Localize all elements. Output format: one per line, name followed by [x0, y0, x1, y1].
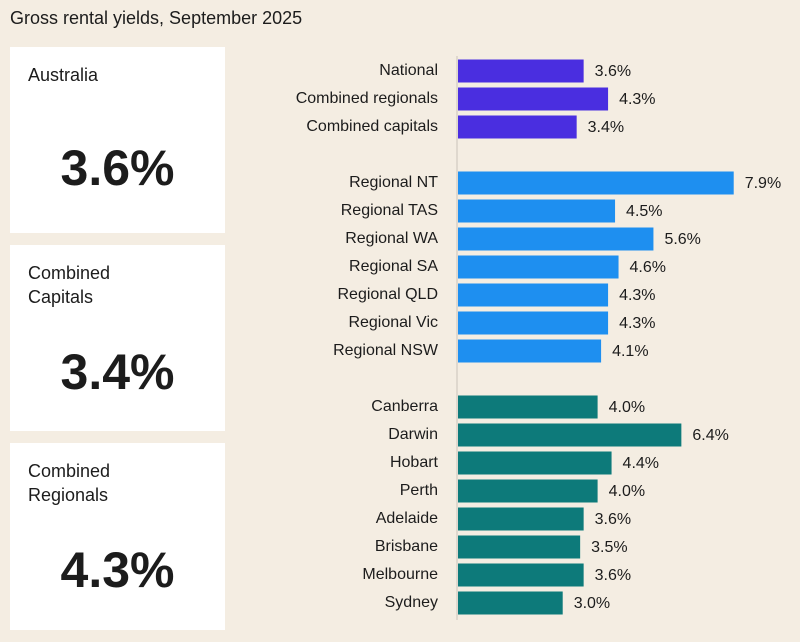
value-label: 4.3%: [619, 91, 655, 108]
bar: [458, 199, 616, 223]
category-label: Regional TAS: [341, 202, 438, 219]
category-label: Regional Vic: [348, 314, 438, 331]
bar: [458, 339, 602, 363]
value-label: 4.6%: [630, 259, 666, 276]
bar: [458, 87, 609, 111]
category-label: Regional WA: [345, 230, 438, 247]
category-label: Regional NT: [349, 174, 438, 191]
value-label: 4.0%: [609, 399, 645, 416]
card: Australia 3.6%: [10, 47, 225, 233]
card: Combined Regionals 4.3%: [10, 443, 225, 630]
card-title: Combined Regionals: [28, 461, 111, 505]
value-label: 3.6%: [595, 511, 631, 528]
bar: [458, 451, 612, 475]
bar: [458, 395, 598, 419]
card-value: 3.4%: [60, 344, 175, 400]
category-label: Perth: [400, 482, 438, 499]
value-label: 6.4%: [692, 427, 728, 444]
category-label: Combined regionals: [296, 90, 438, 107]
bar: [458, 255, 619, 279]
card-title: Australia: [28, 65, 99, 85]
value-label: 5.6%: [664, 231, 700, 248]
category-label: Hobart: [390, 454, 439, 471]
category-label: Adelaide: [376, 510, 438, 527]
category-label: Brisbane: [375, 538, 438, 555]
category-label: Sydney: [385, 594, 438, 611]
value-label: 7.9%: [745, 175, 781, 192]
value-label: 4.0%: [609, 483, 645, 500]
bar: [458, 535, 581, 559]
card: Combined Capitals 3.4%: [10, 245, 225, 431]
bar: [458, 171, 734, 195]
bar: [458, 423, 682, 447]
value-label: 3.6%: [595, 63, 631, 80]
value-label: 4.3%: [619, 287, 655, 304]
bar: [458, 311, 609, 335]
bar: [458, 59, 584, 83]
value-label: 3.5%: [591, 539, 627, 556]
category-label: Melbourne: [362, 566, 438, 583]
card-title: Combined Capitals: [28, 263, 111, 307]
bar: [458, 507, 584, 531]
value-label: 4.3%: [619, 315, 655, 332]
value-label: 4.4%: [623, 455, 659, 472]
bar: [458, 479, 598, 503]
bar: [458, 115, 577, 139]
value-label: 4.1%: [612, 343, 648, 360]
category-label: Canberra: [371, 398, 438, 415]
bar: [458, 227, 654, 251]
category-label: Regional SA: [349, 258, 438, 275]
bar: [458, 563, 584, 587]
card-value: 4.3%: [60, 542, 175, 598]
category-label: Darwin: [388, 426, 438, 443]
bar: [458, 283, 609, 307]
page-title: Gross rental yields, September 2025: [10, 8, 303, 28]
value-label: 3.4%: [588, 119, 624, 136]
category-label: Combined capitals: [306, 118, 438, 135]
category-label: National: [379, 62, 438, 79]
bar: [458, 591, 563, 615]
card-value: 3.6%: [60, 140, 175, 196]
value-label: 3.0%: [574, 595, 610, 612]
category-label: Regional QLD: [338, 286, 439, 303]
category-label: Regional NSW: [333, 342, 439, 359]
value-label: 4.5%: [626, 203, 662, 220]
value-label: 3.6%: [595, 567, 631, 584]
